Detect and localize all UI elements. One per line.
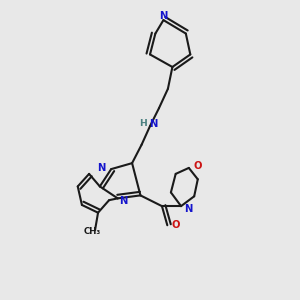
- Text: H: H: [139, 119, 146, 128]
- Text: N: N: [159, 11, 168, 21]
- Text: N: N: [149, 119, 158, 129]
- Text: N: N: [98, 163, 106, 172]
- Text: CH₃: CH₃: [83, 227, 101, 236]
- Text: N: N: [119, 196, 128, 206]
- Text: O: O: [172, 220, 180, 230]
- Text: O: O: [193, 161, 202, 171]
- Text: N: N: [184, 204, 192, 214]
